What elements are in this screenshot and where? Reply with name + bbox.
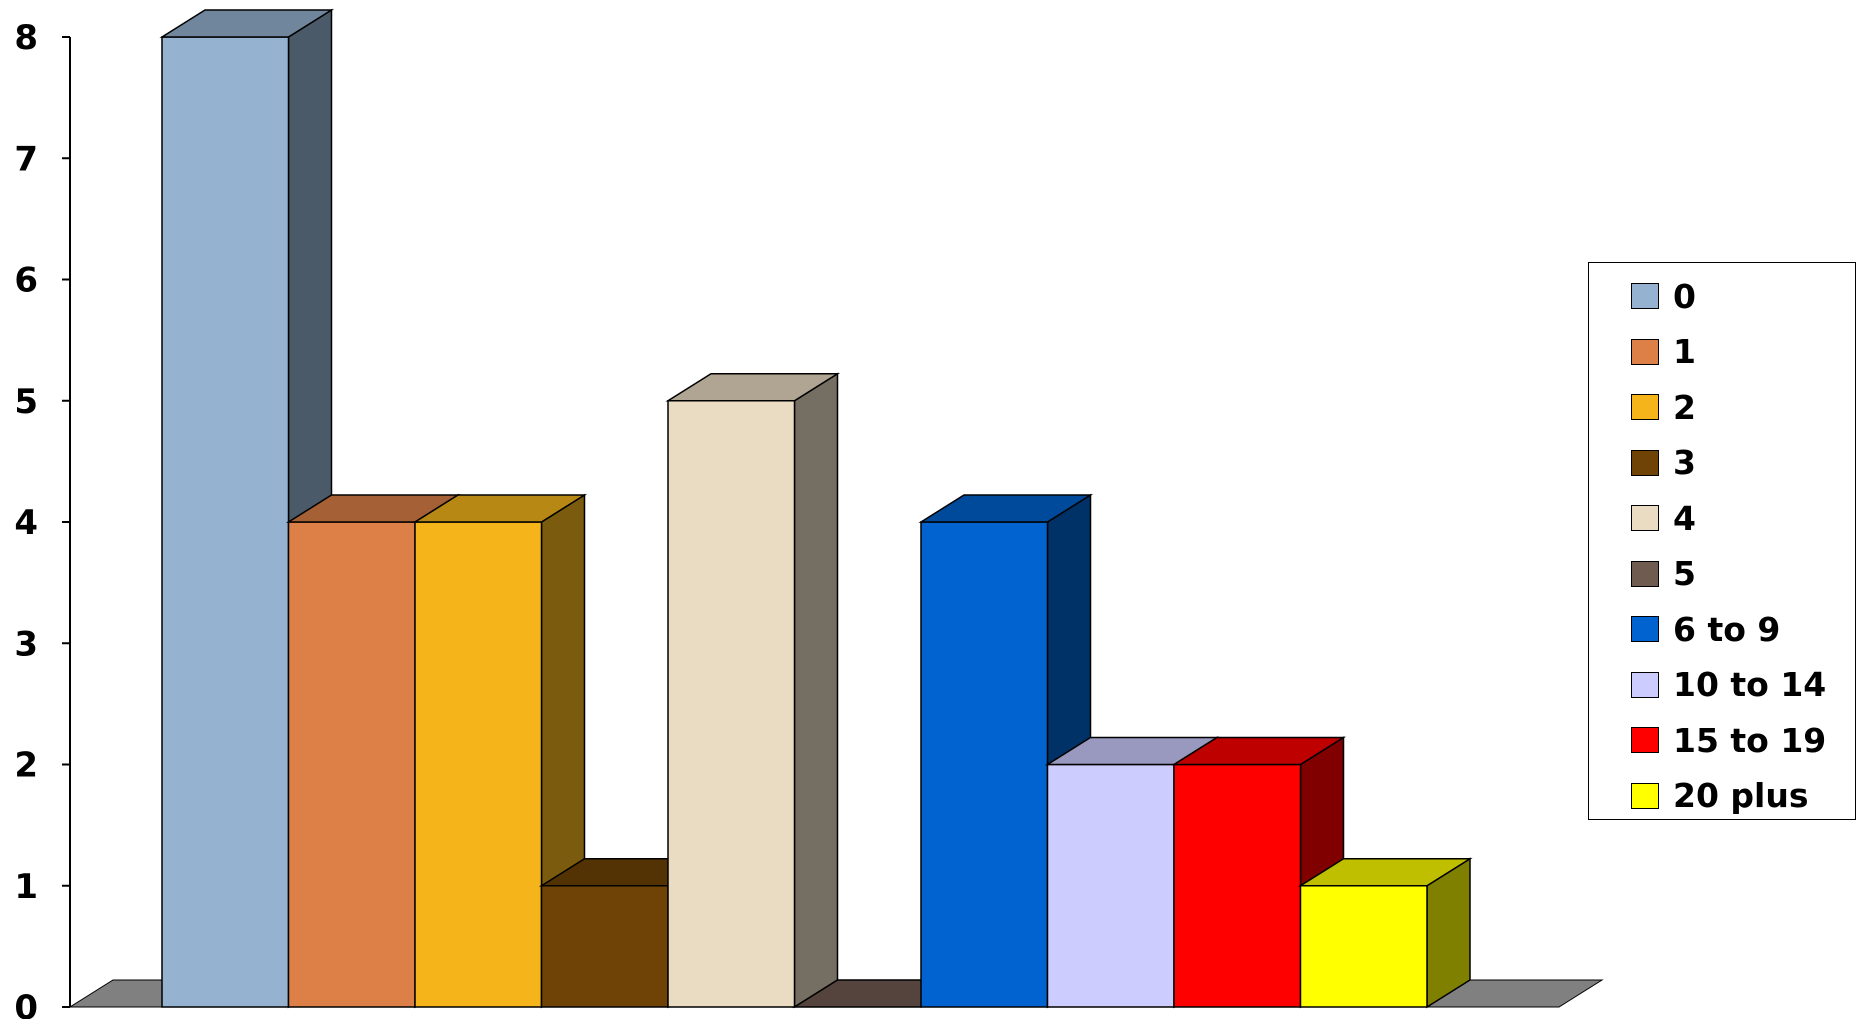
legend-swatch bbox=[1631, 394, 1659, 420]
y-tick-label-0: 0 bbox=[14, 988, 38, 1019]
bar-1 bbox=[287, 521, 416, 1008]
bar-3 bbox=[540, 885, 669, 1008]
bar-2 bbox=[414, 521, 543, 1008]
legend-swatch bbox=[1631, 338, 1659, 365]
bar-top-0 bbox=[159, 9, 335, 38]
bar-4 bbox=[667, 400, 796, 1008]
legend-item: 4 bbox=[1631, 498, 1696, 538]
y-tick-label-1: 1 bbox=[14, 867, 38, 907]
legend-item: 0 bbox=[1631, 276, 1696, 316]
bar-10-to-14 bbox=[1046, 763, 1175, 1008]
legend-item: 3 bbox=[1631, 443, 1696, 483]
chart-legend: 0 1 2 3 4 5 6 to 9 10 to 14 15 to 19 20 plus bbox=[1588, 262, 1856, 820]
legend-label: 6 to 9 bbox=[1673, 609, 1781, 649]
legend-swatch bbox=[1631, 505, 1659, 531]
legend-label: 2 bbox=[1673, 387, 1696, 427]
bar-top-2 bbox=[412, 494, 588, 523]
y-tick-label-2: 2 bbox=[14, 746, 38, 786]
bar-6-to-9 bbox=[920, 521, 1049, 1008]
legend-swatch bbox=[1631, 616, 1659, 642]
legend-swatch bbox=[1631, 283, 1659, 309]
bar-top-15-to-19 bbox=[1171, 736, 1347, 766]
y-tick-label-5: 5 bbox=[14, 382, 38, 422]
legend-label: 3 bbox=[1673, 443, 1696, 482]
y-tick-label-4: 4 bbox=[14, 503, 38, 543]
bar-15-to-19 bbox=[1173, 763, 1302, 1008]
bar-0 bbox=[161, 36, 290, 1008]
bar-side-4 bbox=[793, 372, 839, 1009]
legend-label: 0 bbox=[1673, 276, 1696, 316]
legend-swatch bbox=[1631, 560, 1659, 587]
legend-item: 20 plus bbox=[1631, 776, 1808, 816]
legend-item: 1 bbox=[1631, 332, 1696, 372]
bar-top-6-to-9 bbox=[918, 494, 1094, 523]
legend-item: 15 to 19 bbox=[1631, 720, 1826, 760]
y-tick-label-7: 7 bbox=[14, 139, 38, 179]
legend-swatch bbox=[1631, 727, 1659, 753]
legend-label: 10 to 14 bbox=[1673, 665, 1827, 704]
legend-label: 20 plus bbox=[1673, 776, 1809, 815]
bar-20-plus bbox=[1299, 885, 1428, 1008]
legend-item: 2 bbox=[1631, 387, 1696, 427]
legend-label: 15 to 19 bbox=[1673, 720, 1827, 760]
legend-item: 6 to 9 bbox=[1631, 609, 1780, 649]
legend-swatch bbox=[1631, 782, 1659, 809]
legend-label: 4 bbox=[1673, 498, 1696, 538]
y-tick-label-8: 8 bbox=[14, 18, 38, 58]
y-tick-label-6: 6 bbox=[14, 261, 38, 301]
bar-top-20-plus bbox=[1297, 858, 1473, 887]
legend-label: 5 bbox=[1673, 554, 1696, 593]
legend-item: 10 to 14 bbox=[1631, 665, 1826, 705]
y-tick-label-3: 3 bbox=[14, 624, 38, 664]
legend-swatch bbox=[1631, 449, 1659, 476]
legend-label: 1 bbox=[1673, 332, 1696, 371]
bar-top-4 bbox=[665, 373, 841, 402]
legend-swatch bbox=[1631, 671, 1659, 698]
legend-item: 5 bbox=[1631, 554, 1696, 594]
